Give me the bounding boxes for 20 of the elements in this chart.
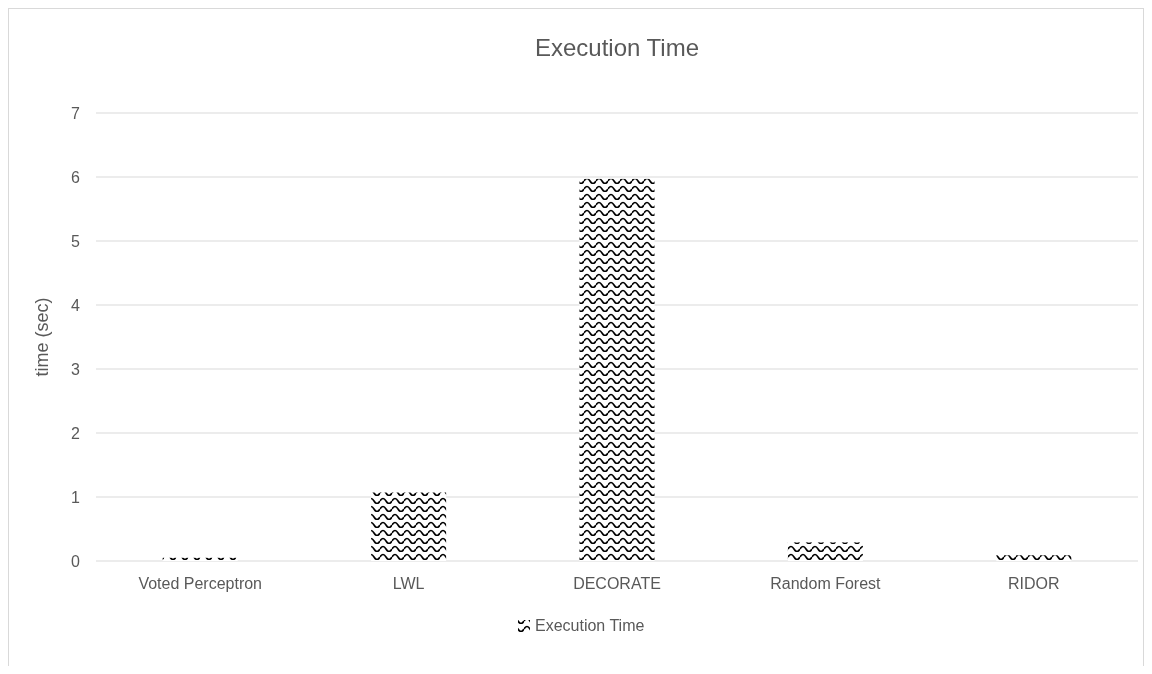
y-tick-label: 3 bbox=[71, 360, 81, 378]
x-tick-label: LWL bbox=[392, 575, 425, 592]
bar bbox=[162, 557, 238, 561]
x-tick-label: DECORATE bbox=[573, 575, 661, 592]
bar bbox=[371, 492, 447, 561]
y-tick-label: 7 bbox=[71, 104, 81, 122]
y-tick-label: 5 bbox=[71, 232, 81, 250]
y-tick-label: 0 bbox=[71, 552, 81, 570]
y-tick-label: 1 bbox=[71, 488, 81, 506]
bar bbox=[996, 555, 1072, 561]
x-tick-label: Voted Perceptron bbox=[138, 575, 263, 592]
bar bbox=[787, 542, 863, 561]
y-axis-title: time (sec) bbox=[32, 297, 52, 377]
y-tick-label: 6 bbox=[71, 168, 81, 186]
x-tick-label: RIDOR bbox=[1008, 575, 1060, 592]
y-tick-label: 2 bbox=[71, 424, 81, 442]
legend-label: Execution Time bbox=[535, 617, 645, 634]
chart-title: Execution Time bbox=[534, 34, 700, 61]
x-tick-label: Random Forest bbox=[770, 575, 882, 592]
y-tick-label: 4 bbox=[71, 296, 81, 314]
